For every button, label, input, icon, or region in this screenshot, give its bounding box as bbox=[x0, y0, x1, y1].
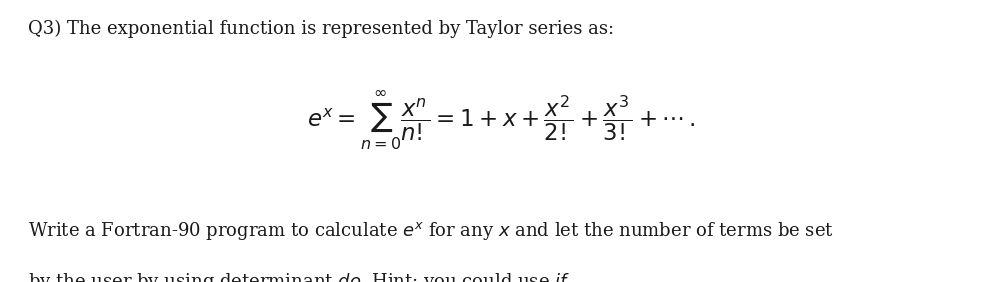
Text: $e^x = \sum_{n=0}^{\infty} \dfrac{x^n}{n!} = 1 + x + \dfrac{x^2}{2!} + \dfrac{x^: $e^x = \sum_{n=0}^{\infty} \dfrac{x^n}{n… bbox=[307, 88, 695, 152]
Text: by the user by using determinant $\mathbf{\mathit{do}}$. Hint: you could use $\m: by the user by using determinant $\mathb… bbox=[28, 271, 571, 282]
Text: Write a Fortran-90 program to calculate $e^x$ for any $x$ and let the number of : Write a Fortran-90 program to calculate … bbox=[28, 220, 834, 242]
Text: Q3) The exponential function is represented by Taylor series as:: Q3) The exponential function is represen… bbox=[28, 20, 613, 38]
